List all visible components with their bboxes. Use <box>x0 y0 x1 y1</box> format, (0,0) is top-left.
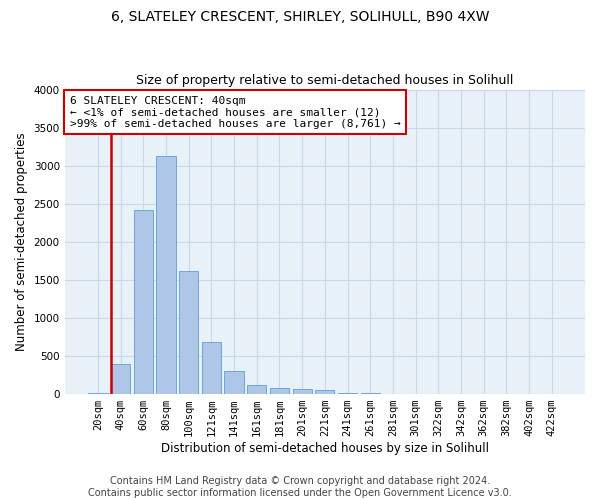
Bar <box>293 389 312 394</box>
Bar <box>202 342 221 394</box>
Bar <box>270 388 289 394</box>
Bar <box>224 371 244 394</box>
Bar <box>111 364 130 394</box>
Bar <box>134 210 153 394</box>
Bar <box>315 390 334 394</box>
Text: 6, SLATELEY CRESCENT, SHIRLEY, SOLIHULL, B90 4XW: 6, SLATELEY CRESCENT, SHIRLEY, SOLIHULL,… <box>111 10 489 24</box>
X-axis label: Distribution of semi-detached houses by size in Solihull: Distribution of semi-detached houses by … <box>161 442 489 455</box>
Bar <box>179 270 199 394</box>
Bar <box>88 393 107 394</box>
Bar <box>157 156 176 394</box>
Text: Contains HM Land Registry data © Crown copyright and database right 2024.
Contai: Contains HM Land Registry data © Crown c… <box>88 476 512 498</box>
Y-axis label: Number of semi-detached properties: Number of semi-detached properties <box>15 132 28 351</box>
Text: 6 SLATELEY CRESCENT: 40sqm
← <1% of semi-detached houses are smaller (12)
>99% o: 6 SLATELEY CRESCENT: 40sqm ← <1% of semi… <box>70 96 401 129</box>
Bar <box>247 385 266 394</box>
Title: Size of property relative to semi-detached houses in Solihull: Size of property relative to semi-detach… <box>136 74 514 87</box>
